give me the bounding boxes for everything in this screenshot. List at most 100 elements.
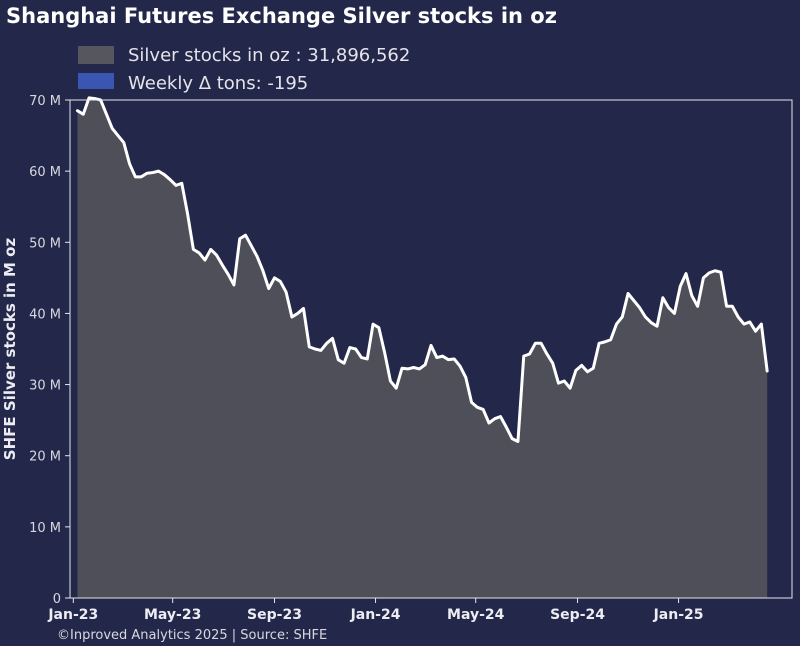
data-point bbox=[557, 381, 560, 385]
data-point bbox=[708, 271, 711, 275]
data-point bbox=[192, 248, 195, 251]
data-points bbox=[76, 96, 769, 443]
x-tick-label: Jan-23 bbox=[47, 607, 98, 623]
data-point bbox=[348, 346, 352, 349]
data-point bbox=[331, 337, 334, 340]
data-point bbox=[412, 366, 415, 369]
plot-frame bbox=[69, 99, 793, 599]
chart-title: Shanghai Futures Exchange Silver stocks … bbox=[6, 4, 557, 28]
data-point bbox=[731, 305, 734, 308]
data-point bbox=[464, 376, 467, 379]
x-axis: Jan-23 May-23 Sep-23 Jan-24 May-24 Sep-24 Jan-… bbox=[47, 598, 704, 623]
data-point bbox=[603, 340, 607, 344]
data-point bbox=[470, 401, 473, 404]
data-point bbox=[760, 322, 763, 326]
y-tick-label: 30 M bbox=[29, 379, 61, 394]
data-point bbox=[736, 315, 740, 319]
data-point bbox=[157, 169, 160, 173]
data-point bbox=[145, 172, 149, 175]
data-point bbox=[435, 356, 438, 359]
data-point bbox=[238, 237, 241, 240]
data-point bbox=[400, 367, 404, 370]
data-point bbox=[197, 251, 201, 255]
data-point bbox=[574, 369, 578, 372]
data-point bbox=[319, 349, 323, 352]
y-tick-label: 50 M bbox=[29, 236, 61, 251]
data-point bbox=[395, 386, 398, 390]
x-tick-label: Jan-24 bbox=[350, 607, 401, 623]
data-point bbox=[690, 294, 694, 297]
data-point bbox=[563, 379, 566, 383]
y-tick-label: 70 M bbox=[29, 94, 61, 109]
data-point bbox=[615, 322, 618, 326]
data-point bbox=[702, 276, 705, 280]
data-point bbox=[122, 141, 126, 144]
data-point bbox=[539, 342, 543, 345]
data-point bbox=[267, 287, 270, 290]
x-tick-label: Sep-23 bbox=[247, 607, 302, 623]
data-point bbox=[725, 305, 728, 308]
legend: Silver stocks in oz : 31,896,562 Weekly … bbox=[78, 45, 410, 94]
data-point bbox=[255, 255, 259, 258]
data-point bbox=[586, 370, 589, 373]
data-point bbox=[163, 173, 166, 176]
data-point bbox=[522, 354, 525, 358]
data-point bbox=[493, 417, 496, 420]
data-point bbox=[765, 369, 769, 373]
legend-label-silver-stocks: Silver stocks in oz : 31,896,562 bbox=[128, 45, 410, 66]
x-tick-label: Sep-24 bbox=[550, 607, 605, 623]
data-point bbox=[655, 325, 659, 328]
data-point bbox=[134, 175, 137, 179]
data-point bbox=[742, 322, 746, 326]
data-point bbox=[580, 364, 583, 367]
data-point bbox=[650, 321, 653, 324]
y-tick-label: 0 bbox=[53, 592, 61, 607]
data-point bbox=[203, 258, 207, 262]
data-point bbox=[360, 356, 363, 359]
data-point bbox=[510, 437, 514, 440]
data-point bbox=[696, 305, 699, 308]
data-point bbox=[644, 315, 647, 319]
data-point bbox=[679, 285, 682, 288]
data-point bbox=[279, 280, 282, 283]
y-axis-label: SHFE Silver stocks in M oz bbox=[1, 238, 19, 461]
data-point bbox=[232, 283, 236, 287]
data-point bbox=[371, 322, 375, 326]
stocks-area bbox=[77, 97, 768, 599]
data-point bbox=[626, 292, 630, 295]
data-point bbox=[284, 290, 288, 294]
data-point bbox=[76, 109, 79, 112]
data-point bbox=[684, 272, 688, 275]
data-point bbox=[661, 296, 665, 299]
y-axis: 0 10 M 20 M 30 M 40 M 50 M 60 M 70 M bbox=[29, 94, 70, 607]
data-point bbox=[82, 113, 85, 116]
data-point bbox=[325, 342, 328, 345]
data-point bbox=[597, 342, 601, 345]
data-point bbox=[713, 269, 717, 272]
data-point bbox=[481, 408, 485, 411]
data-point bbox=[673, 312, 676, 315]
source-footer: ©Inproved Analytics 2025 | Source: SHFE bbox=[57, 628, 327, 643]
data-point bbox=[476, 406, 479, 409]
data-point bbox=[209, 248, 212, 251]
data-point bbox=[424, 363, 427, 366]
data-point bbox=[748, 320, 751, 324]
data-point bbox=[418, 367, 421, 371]
data-point bbox=[273, 276, 276, 280]
data-point bbox=[406, 367, 410, 371]
data-point bbox=[290, 315, 294, 319]
data-point bbox=[180, 182, 183, 185]
data-point bbox=[534, 342, 537, 345]
data-point bbox=[186, 212, 189, 216]
y-tick-label: 10 M bbox=[29, 521, 61, 536]
y-tick-label: 40 M bbox=[29, 307, 61, 322]
data-point bbox=[337, 358, 340, 361]
data-point bbox=[377, 326, 381, 329]
data-point bbox=[366, 357, 369, 361]
legend-swatch-weekly-delta bbox=[78, 73, 114, 89]
data-point bbox=[250, 244, 253, 248]
data-point bbox=[313, 347, 317, 351]
data-point bbox=[452, 357, 456, 361]
data-point bbox=[87, 96, 91, 100]
data-point bbox=[516, 440, 520, 443]
